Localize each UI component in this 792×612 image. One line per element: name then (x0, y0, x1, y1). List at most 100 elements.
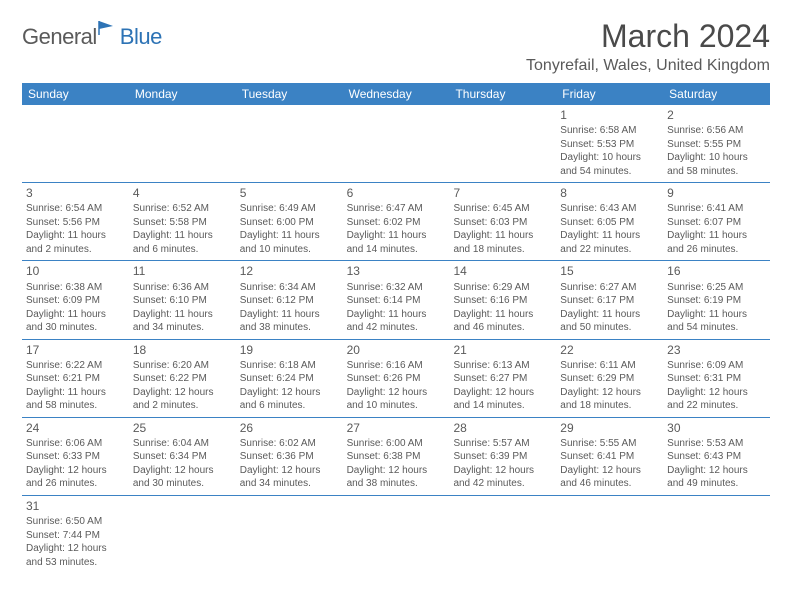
sunset-line: Sunset: 6:19 PM (667, 294, 766, 308)
day-cell: 31Sunrise: 6:50 AMSunset: 7:44 PMDayligh… (22, 496, 129, 573)
sunrise-line: Sunrise: 6:38 AM (26, 281, 125, 295)
sunset-line: Sunset: 6:16 PM (453, 294, 552, 308)
day-number: 20 (347, 342, 446, 358)
daylight-line: Daylight: 11 hours and 34 minutes. (133, 308, 232, 335)
day-number: 3 (26, 185, 125, 201)
day-cell: 15Sunrise: 6:27 AMSunset: 6:17 PMDayligh… (556, 261, 663, 338)
daylight-line: Daylight: 10 hours and 58 minutes. (667, 151, 766, 178)
empty-cell (343, 105, 450, 182)
day-number: 15 (560, 263, 659, 279)
daylight-line: Daylight: 11 hours and 26 minutes. (667, 229, 766, 256)
sunset-line: Sunset: 5:58 PM (133, 216, 232, 230)
day-cell: 21Sunrise: 6:13 AMSunset: 6:27 PMDayligh… (449, 340, 556, 417)
day-number: 7 (453, 185, 552, 201)
sunrise-line: Sunrise: 6:13 AM (453, 359, 552, 373)
day-cell: 5Sunrise: 6:49 AMSunset: 6:00 PMDaylight… (236, 183, 343, 260)
day-number: 21 (453, 342, 552, 358)
daylight-line: Daylight: 11 hours and 38 minutes. (240, 308, 339, 335)
title-block: March 2024 Tonyrefail, Wales, United Kin… (526, 18, 770, 75)
weeks-container: 1Sunrise: 6:58 AMSunset: 5:53 PMDaylight… (22, 105, 770, 573)
flag-icon (98, 20, 120, 41)
day-number: 17 (26, 342, 125, 358)
calendar-page: General Blue March 2024 Tonyrefail, Wale… (0, 0, 792, 591)
sunrise-line: Sunrise: 6:45 AM (453, 202, 552, 216)
sunrise-line: Sunrise: 6:02 AM (240, 437, 339, 451)
daylight-line: Daylight: 11 hours and 42 minutes. (347, 308, 446, 335)
sunset-line: Sunset: 6:41 PM (560, 450, 659, 464)
daylight-line: Daylight: 11 hours and 30 minutes. (26, 308, 125, 335)
day-number: 26 (240, 420, 339, 436)
day-cell: 30Sunrise: 5:53 AMSunset: 6:43 PMDayligh… (663, 418, 770, 495)
day-cell: 26Sunrise: 6:02 AMSunset: 6:36 PMDayligh… (236, 418, 343, 495)
sunset-line: Sunset: 6:38 PM (347, 450, 446, 464)
sunrise-line: Sunrise: 6:52 AM (133, 202, 232, 216)
day-cell: 10 Sunrise: 6:38 AMSunset: 6:09 PMDayligh… (22, 261, 129, 338)
sunrise-line: Sunrise: 6:50 AM (26, 515, 125, 529)
day-number: 14 (453, 263, 552, 279)
empty-cell (236, 496, 343, 573)
day-cell: 7Sunrise: 6:45 AMSunset: 6:03 PMDaylight… (449, 183, 556, 260)
daylight-line: Daylight: 11 hours and 18 minutes. (453, 229, 552, 256)
weekday-header: Tuesday (236, 83, 343, 105)
day-cell: 18Sunrise: 6:20 AMSunset: 6:22 PMDayligh… (129, 340, 236, 417)
sunrise-line: Sunrise: 6:06 AM (26, 437, 125, 451)
sunrise-line: Sunrise: 6:22 AM (26, 359, 125, 373)
sunset-line: Sunset: 6:17 PM (560, 294, 659, 308)
logo-text-blue: Blue (120, 24, 162, 50)
daylight-line: Daylight: 12 hours and 30 minutes. (133, 464, 232, 491)
daylight-line: Daylight: 12 hours and 2 minutes. (133, 386, 232, 413)
sunset-line: Sunset: 6:05 PM (560, 216, 659, 230)
week-row: 31Sunrise: 6:50 AMSunset: 7:44 PMDayligh… (22, 496, 770, 573)
sunrise-line: Sunrise: 6:20 AM (133, 359, 232, 373)
day-number: 13 (347, 263, 446, 279)
day-cell: 14Sunrise: 6:29 AMSunset: 6:16 PMDayligh… (449, 261, 556, 338)
day-cell: 27Sunrise: 6:00 AMSunset: 6:38 PMDayligh… (343, 418, 450, 495)
day-cell: 17Sunrise: 6:22 AMSunset: 6:21 PMDayligh… (22, 340, 129, 417)
sunset-line: Sunset: 6:36 PM (240, 450, 339, 464)
sunset-line: Sunset: 5:55 PM (667, 138, 766, 152)
day-number: 31 (26, 498, 125, 514)
weekday-header: Wednesday (343, 83, 450, 105)
daylight-line: Daylight: 12 hours and 46 minutes. (560, 464, 659, 491)
empty-cell (236, 105, 343, 182)
day-cell: 29Sunrise: 5:55 AMSunset: 6:41 PMDayligh… (556, 418, 663, 495)
week-row: 17Sunrise: 6:22 AMSunset: 6:21 PMDayligh… (22, 340, 770, 418)
day-number: 6 (347, 185, 446, 201)
sunrise-line: Sunrise: 6:49 AM (240, 202, 339, 216)
daylight-line: Daylight: 10 hours and 54 minutes. (560, 151, 659, 178)
daylight-line: Daylight: 11 hours and 10 minutes. (240, 229, 339, 256)
day-cell: 24Sunrise: 6:06 AMSunset: 6:33 PMDayligh… (22, 418, 129, 495)
daylight-line: Daylight: 11 hours and 14 minutes. (347, 229, 446, 256)
sunrise-line: Sunrise: 6:56 AM (667, 124, 766, 138)
sunset-line: Sunset: 6:14 PM (347, 294, 446, 308)
daylight-line: Daylight: 11 hours and 2 minutes. (26, 229, 125, 256)
day-number: 1 (560, 107, 659, 123)
sunset-line: Sunset: 6:26 PM (347, 372, 446, 386)
day-number: 23 (667, 342, 766, 358)
daylight-line: Daylight: 12 hours and 14 minutes. (453, 386, 552, 413)
day-number: 25 (133, 420, 232, 436)
sunset-line: Sunset: 6:22 PM (133, 372, 232, 386)
sunrise-line: Sunrise: 6:47 AM (347, 202, 446, 216)
sunset-line: Sunset: 6:33 PM (26, 450, 125, 464)
daylight-line: Daylight: 12 hours and 38 minutes. (347, 464, 446, 491)
sunrise-line: Sunrise: 6:00 AM (347, 437, 446, 451)
daylight-line: Daylight: 12 hours and 6 minutes. (240, 386, 339, 413)
sunset-line: Sunset: 6:07 PM (667, 216, 766, 230)
sunrise-line: Sunrise: 6:25 AM (667, 281, 766, 295)
day-cell: 9Sunrise: 6:41 AMSunset: 6:07 PMDaylight… (663, 183, 770, 260)
empty-cell (343, 496, 450, 573)
sunrise-line: Sunrise: 5:55 AM (560, 437, 659, 451)
daylight-line: Daylight: 11 hours and 22 minutes. (560, 229, 659, 256)
daylight-line: Daylight: 12 hours and 10 minutes. (347, 386, 446, 413)
sunset-line: Sunset: 6:09 PM (26, 294, 125, 308)
day-cell: 20Sunrise: 6:16 AMSunset: 6:26 PMDayligh… (343, 340, 450, 417)
day-cell: 6Sunrise: 6:47 AMSunset: 6:02 PMDaylight… (343, 183, 450, 260)
daylight-line: Daylight: 12 hours and 26 minutes. (26, 464, 125, 491)
sunset-line: Sunset: 6:27 PM (453, 372, 552, 386)
weekday-header: Monday (129, 83, 236, 105)
day-number: 10 (26, 263, 125, 279)
day-cell: 4Sunrise: 6:52 AMSunset: 5:58 PMDaylight… (129, 183, 236, 260)
daylight-line: Daylight: 11 hours and 46 minutes. (453, 308, 552, 335)
sunrise-line: Sunrise: 6:41 AM (667, 202, 766, 216)
